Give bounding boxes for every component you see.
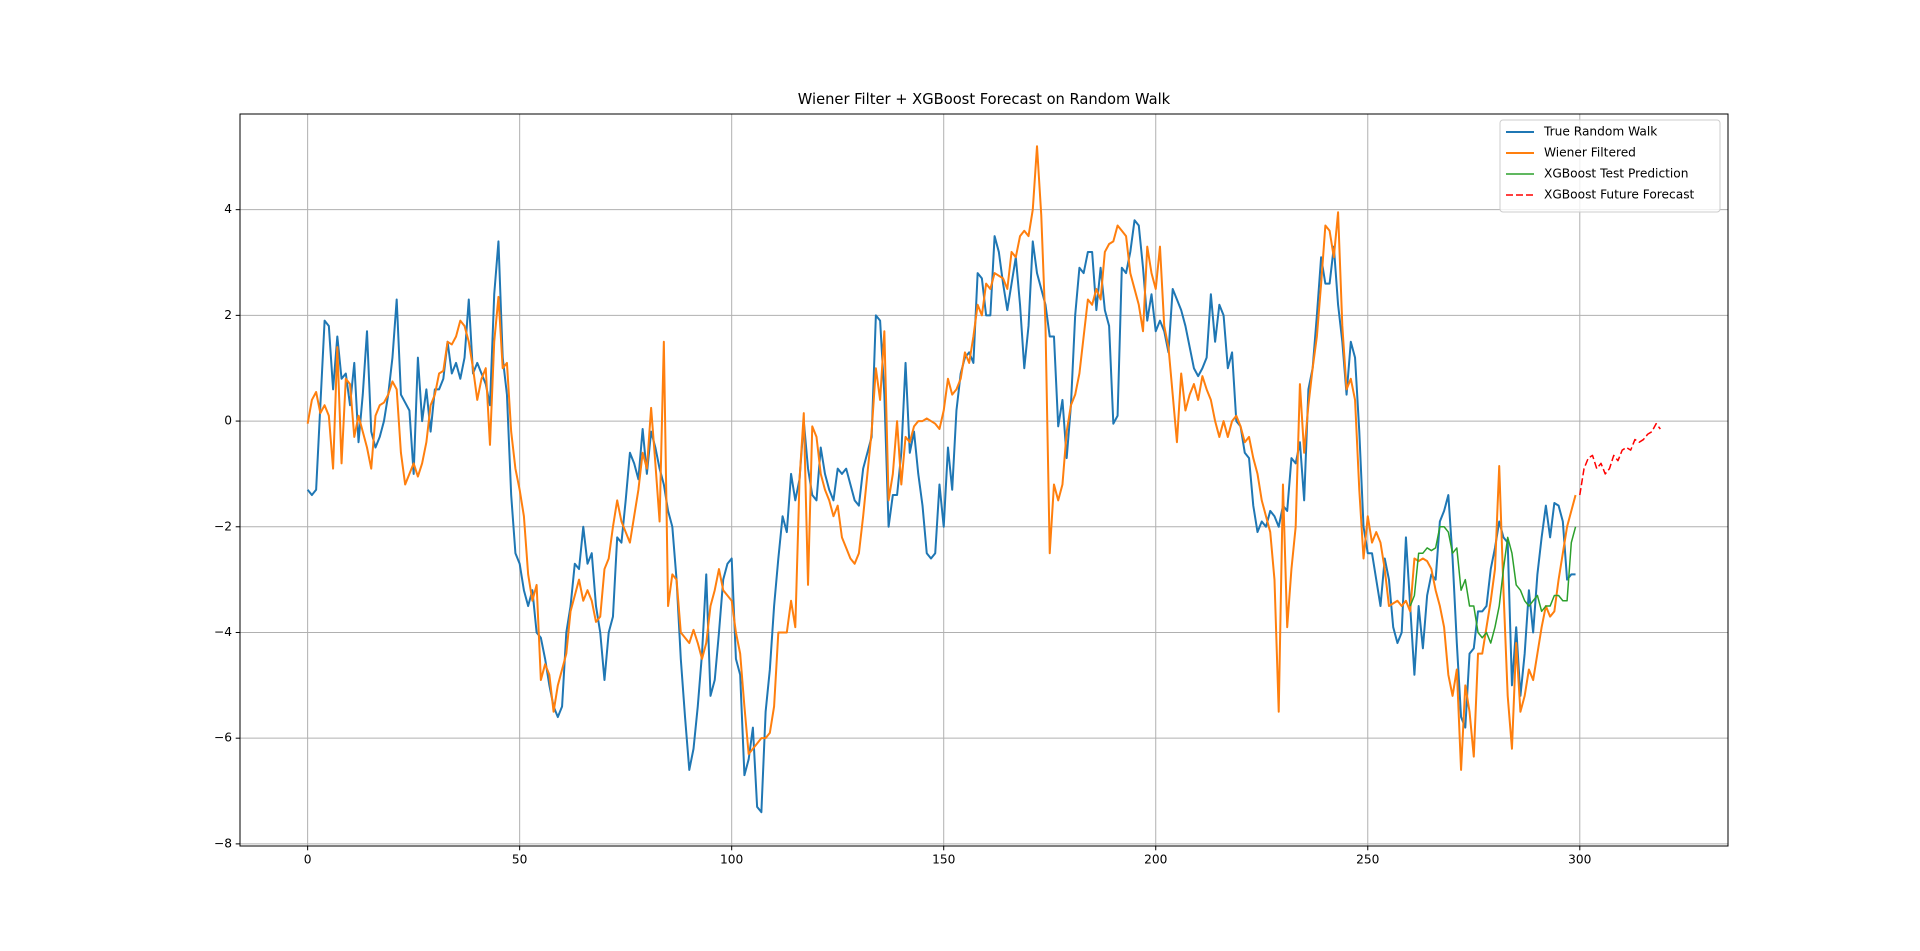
legend-label: XGBoost Test Prediction [1544, 167, 1689, 181]
legend-label: True Random Walk [1543, 125, 1658, 139]
x-tick-label: 0 [304, 853, 312, 867]
y-tick-label: −8 [214, 836, 232, 850]
x-tick-label: 300 [1568, 853, 1591, 867]
legend-label: Wiener Filtered [1544, 146, 1636, 160]
legend-label: XGBoost Future Forecast [1544, 188, 1695, 202]
axes-frame [239, 113, 1729, 847]
x-tick-label: 250 [1356, 853, 1379, 867]
series-line [306, 145, 1577, 771]
y-tick-label: 4 [224, 202, 232, 216]
series-line [306, 219, 1576, 814]
series-line [1579, 422, 1661, 496]
y-tick-label: −4 [214, 625, 232, 639]
x-tick-label: 50 [512, 853, 528, 867]
series-line [1409, 526, 1577, 644]
y-tick-label: 0 [224, 414, 232, 428]
legend-box [1499, 119, 1721, 213]
y-tick-label: −6 [214, 731, 232, 745]
chart-title: Wiener Filter + XGBoost Forecast on Rand… [798, 91, 1171, 108]
y-tick-label: −2 [214, 519, 232, 533]
y-tick-label: 2 [224, 308, 232, 322]
x-tick-label: 150 [932, 853, 955, 867]
x-tick-label: 100 [720, 853, 743, 867]
x-tick-label: 200 [1144, 853, 1167, 867]
